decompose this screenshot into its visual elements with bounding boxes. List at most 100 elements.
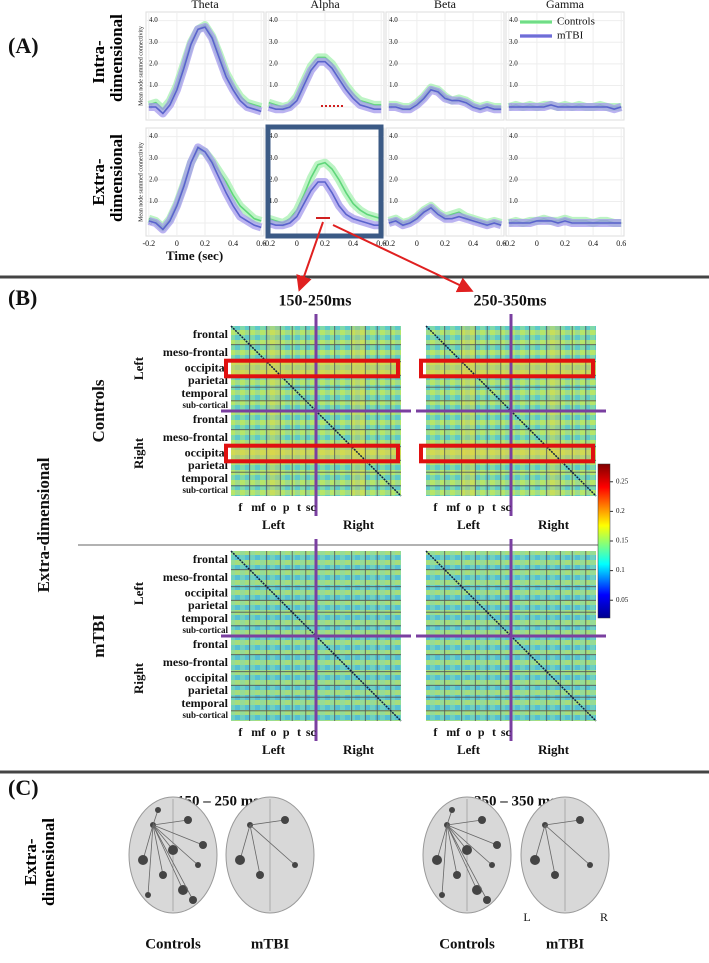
y-tick-label: 3.0 xyxy=(269,154,278,162)
brain-node xyxy=(478,816,486,824)
brain-edge xyxy=(436,824,448,861)
brain-edge xyxy=(152,819,189,826)
region-label: occipital xyxy=(185,670,229,684)
brain-node xyxy=(587,862,593,868)
y-axis-label: Mean node summed connectivity xyxy=(138,26,144,106)
region-abbr: sc xyxy=(501,500,512,514)
brain-edge xyxy=(544,824,591,866)
colorbar-tick-label: 0.25 xyxy=(616,477,629,485)
brain-edge xyxy=(446,824,488,901)
region-abbr: mf xyxy=(446,500,461,514)
region-label: sub-cortical xyxy=(183,485,229,495)
hemisphere-label: Right xyxy=(131,437,146,469)
window-title: 250 – 350 ms xyxy=(474,793,556,809)
series-line xyxy=(508,104,622,111)
region-label: frontal xyxy=(193,552,229,566)
y-tick-label: 1.0 xyxy=(509,81,518,89)
colorbar-tick-label: 0.1 xyxy=(616,566,625,574)
region-abbr: f xyxy=(238,725,243,739)
brain-node xyxy=(168,845,178,855)
brain-node xyxy=(453,871,461,879)
highlight-box xyxy=(419,358,595,379)
brain-edge xyxy=(249,824,261,876)
brain-node xyxy=(155,807,161,813)
x-tick-label: 0.2 xyxy=(200,239,210,248)
region-abbr: f xyxy=(238,500,243,514)
region-label: temporal xyxy=(181,386,228,400)
brain-node xyxy=(256,871,264,879)
x-tick-label: 0.6 xyxy=(616,239,626,248)
y-axis-label: Mean node summed connectivity xyxy=(138,142,144,222)
hemisphere-axis-label: Left xyxy=(457,742,481,757)
y-tick-label: 2.0 xyxy=(509,175,518,183)
region-abbr: p xyxy=(478,500,485,514)
series-line xyxy=(388,88,502,111)
arrow xyxy=(296,221,324,292)
group-label: Controls xyxy=(145,936,201,952)
brain-node xyxy=(439,892,445,898)
region-label: meso-frontal xyxy=(163,570,229,584)
region-abbr: p xyxy=(283,725,290,739)
region-label: temporal xyxy=(181,696,228,710)
highlight-box xyxy=(419,443,595,464)
hemisphere-axis-label: Right xyxy=(538,517,570,532)
brain-edge xyxy=(152,824,184,891)
legend-label: Controls xyxy=(557,16,595,28)
y-tick-label: 2.0 xyxy=(389,175,398,183)
hemisphere-label: Right xyxy=(131,662,146,694)
legend-label: mTBI xyxy=(557,30,584,42)
y-tick-label: 3.0 xyxy=(269,38,278,46)
y-tick-label: 2.0 xyxy=(269,175,278,183)
brain-node xyxy=(530,855,540,865)
brain-node xyxy=(551,871,559,879)
series-line xyxy=(268,60,382,110)
region-label: sub-cortical xyxy=(183,710,229,720)
brain-edge xyxy=(152,824,164,876)
brain-edge xyxy=(441,824,448,896)
arrow xyxy=(332,224,474,293)
region-label: parietal xyxy=(188,458,229,472)
brain-edge xyxy=(446,824,468,851)
x-tick-label: 0.4 xyxy=(228,239,238,248)
brain-edge xyxy=(142,824,154,861)
y-tick-label: 3.0 xyxy=(149,154,158,162)
x-tick-label: 0.2 xyxy=(560,239,570,248)
x-tick-label: 0 xyxy=(415,239,419,248)
y-tick-label: 3.0 xyxy=(509,38,518,46)
brain-node xyxy=(145,892,151,898)
region-label: frontal xyxy=(193,327,229,341)
hemisphere-axis-label: Left xyxy=(262,742,286,757)
colorbar xyxy=(597,463,611,619)
y-tick-label: 2.0 xyxy=(509,59,518,67)
hemisphere-label: Left xyxy=(131,356,146,380)
x-tick-label: 0.2 xyxy=(440,239,450,248)
brain-edge xyxy=(239,824,251,861)
x-tick-label: 0.6 xyxy=(256,239,266,248)
region-label: occipital xyxy=(185,585,229,599)
region-label: meso-frontal xyxy=(163,345,229,359)
panel-label: (A) xyxy=(8,33,39,58)
highlight-box xyxy=(224,443,400,464)
brain-edge xyxy=(446,824,498,846)
row-label: Extra-dimensional xyxy=(89,134,126,222)
y-tick-label: 1.0 xyxy=(389,81,398,89)
row-label: Intra-dimensional xyxy=(89,14,126,102)
brain-edge xyxy=(152,824,194,901)
y-tick-label: 2.0 xyxy=(389,59,398,67)
brain-node xyxy=(462,845,472,855)
region-abbr: sc xyxy=(306,725,317,739)
y-tick-label: 1.0 xyxy=(269,81,278,89)
region-abbr: mf xyxy=(446,725,461,739)
x-tick-label: -0.2 xyxy=(502,239,515,248)
brain-edge xyxy=(446,824,458,876)
x-tick-label: 0.4 xyxy=(468,239,478,248)
region-label: sub-cortical xyxy=(183,400,229,410)
y-tick-label: 3.0 xyxy=(509,154,518,162)
region-abbr: o xyxy=(466,725,472,739)
series-line xyxy=(268,181,382,226)
region-abbr: sc xyxy=(501,725,512,739)
side-label: L xyxy=(523,910,530,924)
brain-node xyxy=(178,885,188,895)
group-label: mTBI xyxy=(251,936,290,952)
